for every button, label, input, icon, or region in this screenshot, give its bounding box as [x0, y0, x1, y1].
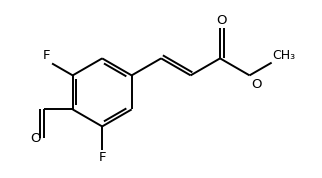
- Text: F: F: [43, 49, 50, 62]
- Text: O: O: [216, 14, 226, 27]
- Text: O: O: [252, 78, 262, 91]
- Text: F: F: [99, 151, 106, 164]
- Text: O: O: [30, 132, 41, 145]
- Text: CH₃: CH₃: [273, 49, 296, 62]
